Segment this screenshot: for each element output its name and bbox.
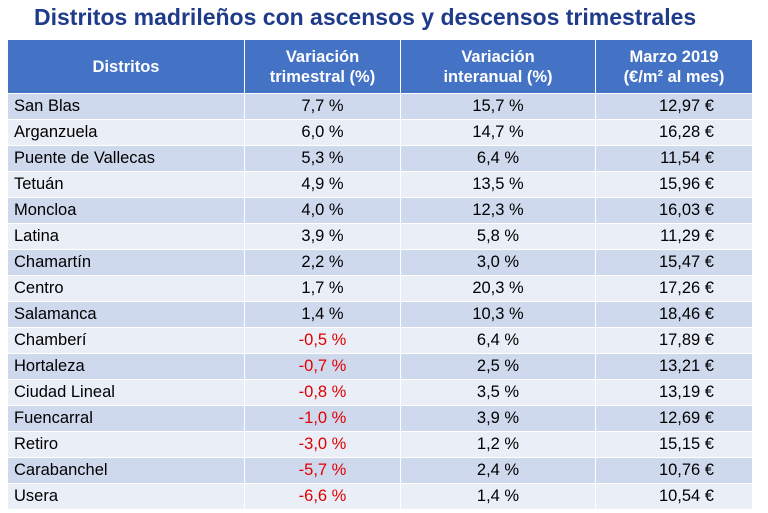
cell-precio: 10,76 €: [595, 457, 753, 484]
cell-variacion-interanual: 6,4 %: [400, 327, 596, 354]
table-row: Chamberí -0,5 % 6,4 % 17,89 €: [7, 327, 753, 354]
table-row: Ciudad Lineal -0,8 % 3,5 % 13,19 €: [7, 379, 753, 406]
table-row: Carabanchel -5,7 % 2,4 % 10,76 €: [7, 457, 753, 484]
cell-precio: 10,54 €: [595, 483, 753, 510]
cell-precio: 15,47 €: [595, 249, 753, 276]
cell-precio: 17,89 €: [595, 327, 753, 354]
cell-distrito: Fuencarral: [7, 405, 245, 432]
header-variacion-interanual-line2: interanual (%): [443, 67, 553, 86]
cell-distrito: Usera: [7, 483, 245, 510]
cell-variacion-trimestral: -5,7 %: [244, 457, 401, 484]
districts-table: Distritos Variación trimestral (%) Varia…: [7, 39, 753, 510]
table-row: Moncloa 4,0 % 12,3 % 16,03 €: [7, 197, 753, 224]
cell-variacion-trimestral: 3,9 %: [244, 223, 401, 250]
cell-variacion-interanual: 1,4 %: [400, 483, 596, 510]
cell-variacion-trimestral: 4,9 %: [244, 171, 401, 198]
header-variacion-trimestral-line1: Variación: [285, 47, 360, 66]
table-header: Distritos Variación trimestral (%) Varia…: [7, 39, 753, 94]
header-row: Distritos Variación trimestral (%) Varia…: [7, 39, 753, 94]
cell-precio: 13,19 €: [595, 379, 753, 406]
header-distritos: Distritos: [7, 39, 245, 94]
cell-precio: 18,46 €: [595, 301, 753, 328]
cell-variacion-trimestral: 5,3 %: [244, 145, 401, 172]
page-title: Distritos madrileños con ascensos y desc…: [34, 4, 697, 30]
cell-variacion-trimestral: -0,8 %: [244, 379, 401, 406]
table-row: Arganzuela 6,0 % 14,7 % 16,28 €: [7, 119, 753, 146]
header-variacion-interanual-line1: Variación: [461, 47, 535, 66]
table-row: Puente de Vallecas 5,3 % 6,4 % 11,54 €: [7, 145, 753, 172]
cell-distrito: Chamberí: [7, 327, 245, 354]
cell-distrito: Salamanca: [7, 301, 245, 328]
cell-variacion-trimestral: 2,2 %: [244, 249, 401, 276]
cell-precio: 13,21 €: [595, 353, 753, 380]
table-row: Retiro -3,0 % 1,2 % 15,15 €: [7, 431, 753, 458]
table-row: Fuencarral -1,0 % 3,9 % 12,69 €: [7, 405, 753, 432]
cell-distrito: Chamartín: [7, 249, 245, 276]
cell-precio: 16,28 €: [595, 119, 753, 146]
table-row: Latina 3,9 % 5,8 % 11,29 €: [7, 223, 753, 250]
cell-precio: 12,69 €: [595, 405, 753, 432]
cell-variacion-interanual: 6,4 %: [400, 145, 596, 172]
cell-variacion-interanual: 1,2 %: [400, 431, 596, 458]
header-variacion-trimestral-line2: trimestral (%): [269, 67, 376, 86]
table-row: Chamartín 2,2 % 3,0 % 15,47 €: [7, 249, 753, 276]
cell-precio: 17,26 €: [595, 275, 753, 302]
header-precio-line2: (€/m² al mes): [623, 67, 725, 86]
cell-distrito: Tetuán: [7, 171, 245, 198]
cell-variacion-trimestral: 6,0 %: [244, 119, 401, 146]
header-distritos-label: Distritos: [92, 57, 160, 76]
cell-variacion-trimestral: 4,0 %: [244, 197, 401, 224]
cell-precio: 11,54 €: [595, 145, 753, 172]
cell-distrito: Puente de Vallecas: [7, 145, 245, 172]
header-variacion-interanual: Variación interanual (%): [400, 39, 596, 94]
header-variacion-trimestral: Variación trimestral (%): [244, 39, 401, 94]
cell-distrito: San Blas: [7, 93, 245, 120]
cell-distrito: Carabanchel: [7, 457, 245, 484]
cell-variacion-interanual: 15,7 %: [400, 93, 596, 120]
cell-variacion-interanual: 10,3 %: [400, 301, 596, 328]
cell-variacion-interanual: 2,4 %: [400, 457, 596, 484]
cell-distrito: Arganzuela: [7, 119, 245, 146]
table-row: Centro 1,7 % 20,3 % 17,26 €: [7, 275, 753, 302]
table-row: San Blas 7,7 % 15,7 % 12,97 €: [7, 93, 753, 120]
table-body: San Blas 7,7 % 15,7 % 12,97 € Arganzuela 6,0 …: [7, 93, 753, 510]
cell-variacion-interanual: 3,9 %: [400, 405, 596, 432]
cell-precio: 15,15 €: [595, 431, 753, 458]
cell-variacion-trimestral: -3,0 %: [244, 431, 401, 458]
cell-precio: 12,97 €: [595, 93, 753, 120]
cell-variacion-trimestral: -1,0 %: [244, 405, 401, 432]
cell-variacion-interanual: 12,3 %: [400, 197, 596, 224]
cell-variacion-interanual: 3,5 %: [400, 379, 596, 406]
cell-distrito: Centro: [7, 275, 245, 302]
cell-variacion-trimestral: -6,6 %: [244, 483, 401, 510]
cell-precio: 11,29 €: [595, 223, 753, 250]
cell-variacion-interanual: 13,5 %: [400, 171, 596, 198]
header-precio-line1: Marzo 2019: [629, 47, 719, 66]
header-precio-marzo-2019: Marzo 2019 (€/m² al mes): [595, 39, 753, 94]
cell-variacion-trimestral: 1,7 %: [244, 275, 401, 302]
table-row: Usera -6,6 % 1,4 % 10,54 €: [7, 483, 753, 510]
cell-variacion-interanual: 5,8 %: [400, 223, 596, 250]
cell-distrito: Moncloa: [7, 197, 245, 224]
cell-variacion-trimestral: -0,7 %: [244, 353, 401, 380]
cell-variacion-trimestral: 7,7 %: [244, 93, 401, 120]
cell-precio: 15,96 €: [595, 171, 753, 198]
cell-variacion-trimestral: -0,5 %: [244, 327, 401, 354]
cell-distrito: Ciudad Lineal: [7, 379, 245, 406]
table-row: Salamanca 1,4 % 10,3 % 18,46 €: [7, 301, 753, 328]
cell-variacion-interanual: 14,7 %: [400, 119, 596, 146]
cell-precio: 16,03 €: [595, 197, 753, 224]
cell-distrito: Latina: [7, 223, 245, 250]
cell-variacion-interanual: 3,0 %: [400, 249, 596, 276]
table-row: Tetuán 4,9 % 13,5 % 15,96 €: [7, 171, 753, 198]
cell-variacion-interanual: 20,3 %: [400, 275, 596, 302]
table-row: Hortaleza -0,7 % 2,5 % 13,21 €: [7, 353, 753, 380]
cell-distrito: Hortaleza: [7, 353, 245, 380]
cell-variacion-trimestral: 1,4 %: [244, 301, 401, 328]
cell-distrito: Retiro: [7, 431, 245, 458]
cell-variacion-interanual: 2,5 %: [400, 353, 596, 380]
